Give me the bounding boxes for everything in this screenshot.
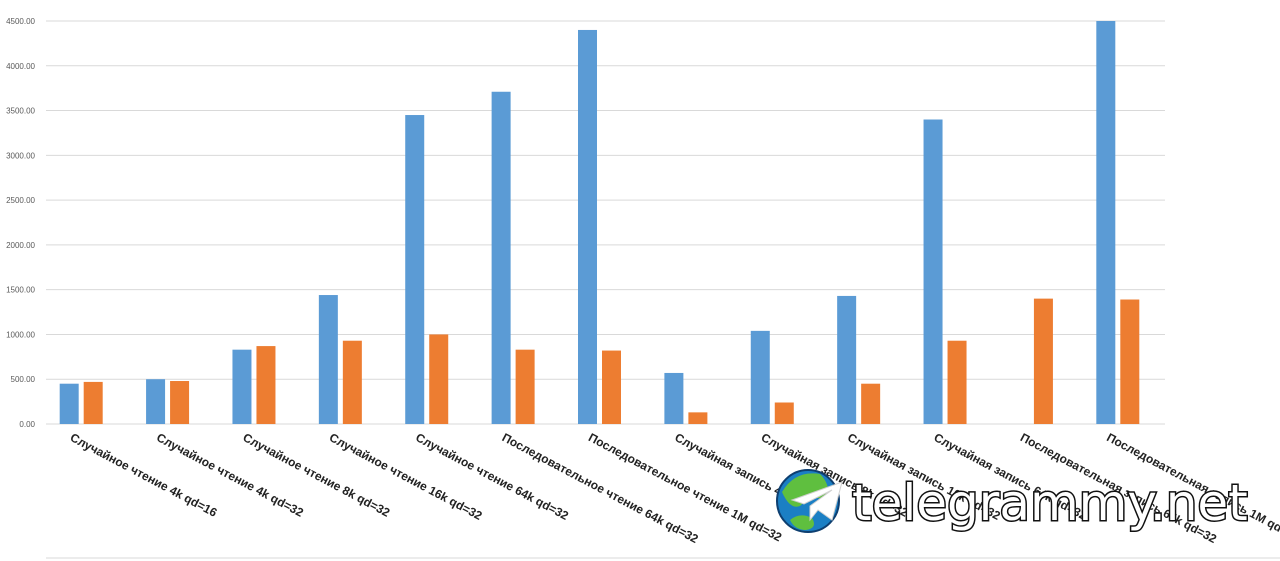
- bar-series-2-1: [83, 381, 103, 424]
- bar-series-1-11: [923, 119, 943, 424]
- bar-series-1-6: [491, 91, 511, 424]
- bar-series-2-2: [170, 381, 190, 424]
- bar-series-2-12: [1033, 298, 1053, 424]
- y-tick-label: 0.00: [19, 420, 35, 429]
- y-tick-label: 2000.00: [6, 241, 35, 250]
- x-tick-label: Случайное чтение 16k qd=32: [327, 430, 485, 523]
- x-tick-label: Случайное чтение 8k qd=32: [241, 430, 393, 520]
- x-tick-label: Случайное чтение 4k qd=16: [68, 430, 220, 520]
- bar-series-2-9: [774, 402, 794, 424]
- y-axis: 0.00 500.00 1000.00 1500.00 2000.00 2500.00 30…: [6, 17, 35, 429]
- bar-series-2-5: [429, 334, 449, 424]
- y-tick-label: 4500.00: [6, 17, 35, 26]
- bar-series-1-13: [1096, 21, 1116, 424]
- bar-series-1-1: [59, 383, 79, 424]
- bars: [59, 21, 1140, 425]
- x-tick-label: Случайное чтение 64k qd=32: [413, 430, 571, 523]
- bar-series-1-2: [146, 379, 166, 424]
- bar-series-1-10: [837, 295, 857, 424]
- bar-series-1-3: [232, 349, 252, 424]
- telegram-globe-icon: [776, 469, 843, 533]
- bar-series-2-6: [515, 349, 535, 424]
- bar-series-1-8: [664, 372, 684, 424]
- bar-series-2-3: [256, 346, 276, 424]
- bar-series-1-9: [750, 330, 770, 424]
- watermark: telegrammy.net: [776, 469, 1249, 534]
- bar-series-2-7: [602, 350, 621, 424]
- bar-series-1-5: [405, 115, 425, 425]
- bar-series-1-7: [578, 29, 597, 424]
- bar-series-2-13: [1120, 299, 1140, 424]
- y-tick-label: 4000.00: [6, 62, 35, 71]
- bar-series-2-11: [947, 340, 967, 424]
- watermark-text: telegrammy.net: [852, 474, 1248, 532]
- x-tick-label: Случайное чтение 4k qd=32: [154, 430, 306, 520]
- y-tick-label: 1000.00: [6, 330, 35, 339]
- bar-series-2-10: [861, 383, 881, 424]
- bar-series-2-4: [342, 340, 362, 424]
- y-tick-label: 500.00: [11, 375, 36, 384]
- bar-series-2-8: [688, 412, 708, 424]
- y-tick-label: 2500.00: [6, 196, 35, 205]
- y-tick-label: 3000.00: [6, 151, 35, 160]
- y-tick-label: 3500.00: [6, 107, 35, 116]
- y-tick-label: 1500.00: [6, 286, 35, 295]
- bar-series-1-4: [318, 295, 338, 424]
